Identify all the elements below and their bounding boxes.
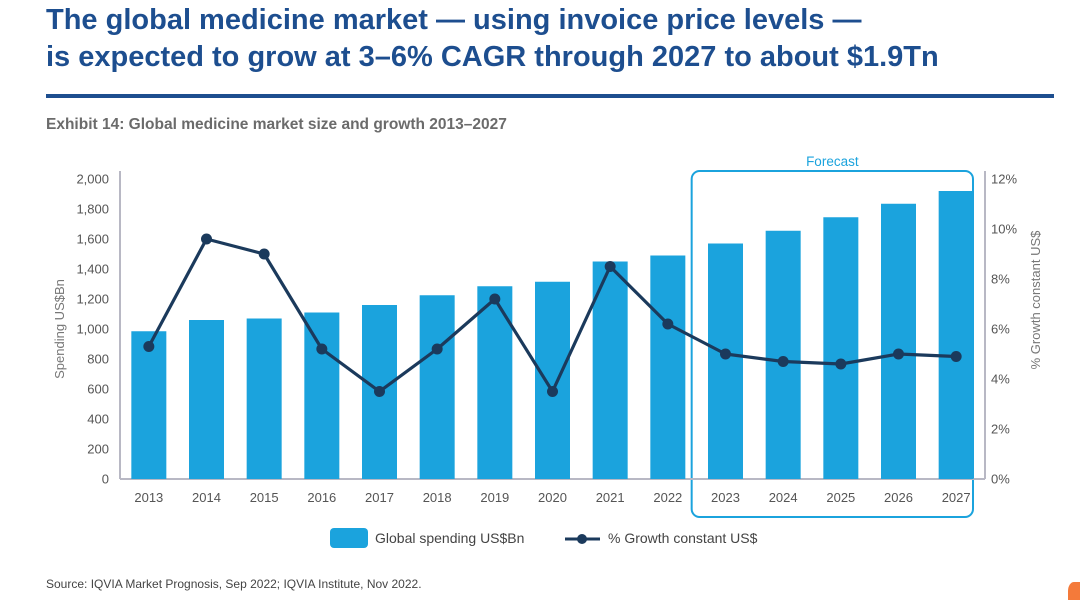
x-tick-label: 2025 xyxy=(826,490,855,505)
growth-point-2025 xyxy=(835,358,847,370)
exhibit-subtitle: Exhibit 14: Global medicine market size … xyxy=(46,116,507,133)
growth-point-2020 xyxy=(547,386,558,397)
y-right-tick-label: 2% xyxy=(991,422,1010,437)
title-line-2: is expected to grow at 3–6% CAGR through… xyxy=(46,41,939,73)
y-tick-label: 1,400 xyxy=(76,262,109,277)
x-tick-label: 2019 xyxy=(480,490,509,505)
growth-point-2014 xyxy=(201,233,212,245)
growth-point-2015 xyxy=(258,248,270,260)
y-tick-label: 400 xyxy=(87,412,109,427)
growth-point-2023 xyxy=(720,348,731,360)
y-tick-label: 0 xyxy=(102,472,109,487)
growth-point-2018 xyxy=(431,343,443,355)
x-tick-label: 2013 xyxy=(134,490,163,505)
bar-2026 xyxy=(881,203,916,479)
x-tick-label: 2024 xyxy=(769,490,798,505)
bar-2021 xyxy=(592,261,628,479)
y-tick-label: 1,600 xyxy=(76,232,109,247)
x-tick-label: 2022 xyxy=(653,490,682,505)
x-tick-label: 2020 xyxy=(538,490,567,505)
y-tick-label: 1,800 xyxy=(76,202,109,217)
bar-2022 xyxy=(650,255,686,479)
y-tick-label: 1,200 xyxy=(76,292,109,307)
x-tick-label: 2021 xyxy=(596,490,625,505)
growth-point-2022 xyxy=(662,318,674,330)
y-right-axis-title: % Growth constant US$ xyxy=(1028,230,1043,369)
bar-2014 xyxy=(189,320,224,479)
legend-line-marker xyxy=(577,534,587,544)
growth-point-2027 xyxy=(950,351,962,362)
corner-logo-mark xyxy=(1068,582,1080,600)
y-tick-label: 800 xyxy=(87,352,109,367)
title-divider xyxy=(46,94,1054,98)
bar-2027 xyxy=(938,191,974,479)
legend-bar-label: Global spending US$Bn xyxy=(375,530,524,546)
x-tick-label: 2026 xyxy=(884,490,913,505)
legend-line-label: % Growth constant US$ xyxy=(608,530,758,546)
x-tick-label: 2015 xyxy=(250,490,279,505)
bar-2015 xyxy=(246,318,282,479)
x-tick-label: 2018 xyxy=(423,490,452,505)
y-tick-label: 600 xyxy=(87,382,109,397)
page-title: The global medicine market — using invoi… xyxy=(46,2,1046,76)
growth-point-2019 xyxy=(489,293,501,305)
x-tick-label: 2023 xyxy=(711,490,740,505)
y-axis-title: Spending US$Bn xyxy=(52,279,67,379)
bar-2020 xyxy=(535,281,570,479)
bar-2016 xyxy=(304,312,340,479)
bar-2013 xyxy=(131,331,167,479)
legend-bar-swatch xyxy=(330,528,368,548)
bar-2024 xyxy=(765,230,801,479)
y-tick-label: 200 xyxy=(87,442,109,457)
growth-point-2024 xyxy=(777,356,789,367)
x-tick-label: 2027 xyxy=(942,490,971,505)
bar-2018 xyxy=(419,295,455,479)
y-right-tick-label: 4% xyxy=(991,372,1010,387)
bar-2019 xyxy=(477,286,513,479)
title-line-1: The global medicine market — using invoi… xyxy=(46,4,862,36)
y-right-tick-label: 8% xyxy=(991,272,1010,287)
bar-2025 xyxy=(823,217,859,479)
y-tick-label: 2,000 xyxy=(76,172,109,187)
growth-point-2026 xyxy=(893,348,904,360)
growth-point-2013 xyxy=(143,341,155,352)
x-tick-label: 2014 xyxy=(192,490,221,505)
bar-2023 xyxy=(708,243,743,479)
growth-point-2016 xyxy=(316,343,328,355)
y-right-tick-label: 6% xyxy=(991,322,1010,337)
y-right-tick-label: 0% xyxy=(991,472,1010,487)
x-tick-label: 2017 xyxy=(365,490,394,505)
forecast-label: Forecast xyxy=(806,154,859,169)
y-right-tick-label: 10% xyxy=(991,222,1017,237)
x-tick-label: 2016 xyxy=(307,490,336,505)
y-right-tick-label: 12% xyxy=(991,172,1017,187)
source-note: Source: IQVIA Market Prognosis, Sep 2022… xyxy=(46,577,422,591)
growth-point-2017 xyxy=(374,386,385,397)
y-tick-label: 1,000 xyxy=(76,322,109,337)
growth-point-2021 xyxy=(604,261,616,272)
